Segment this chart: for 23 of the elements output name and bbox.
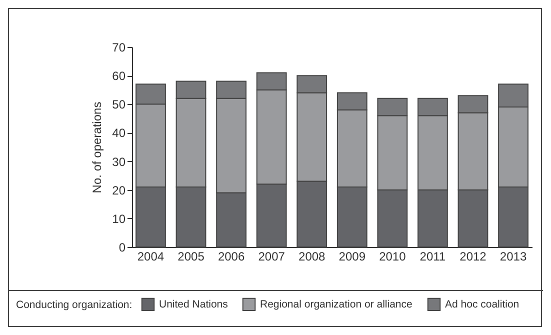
y-tick-label: 70 (112, 40, 126, 54)
x-tick-label: 2011 (420, 250, 446, 264)
x-tick-label: 2010 (379, 250, 406, 264)
x-tick-label: 2004 (137, 250, 164, 264)
x-tick-label: 2008 (298, 250, 326, 264)
x-tick-label: 2013 (500, 250, 527, 264)
y-axis-title: No. of operations (90, 102, 104, 194)
y-tick-label: 60 (112, 69, 126, 84)
y-tick-label: 10 (112, 212, 126, 226)
x-tick-label: 2009 (338, 250, 366, 264)
y-tick-label: 0 (118, 240, 126, 254)
y-tick-label: 40 (112, 126, 126, 140)
legend-label: Regional organization or alliance (260, 298, 413, 310)
y-tick-label: 20 (112, 183, 126, 198)
x-tick-label: 2005 (178, 250, 205, 264)
y-tick-label: 50 (112, 98, 126, 112)
legend-label: Ad hoc coalition (445, 298, 520, 310)
y-tick-label: 30 (112, 154, 126, 169)
legend-label: United Nations (159, 298, 228, 310)
x-tick-label: 2006 (218, 250, 245, 264)
x-tick-label: 2007 (258, 250, 286, 264)
legend-title: Conducting organization: (16, 299, 132, 311)
x-tick-label: 2012 (460, 250, 487, 264)
